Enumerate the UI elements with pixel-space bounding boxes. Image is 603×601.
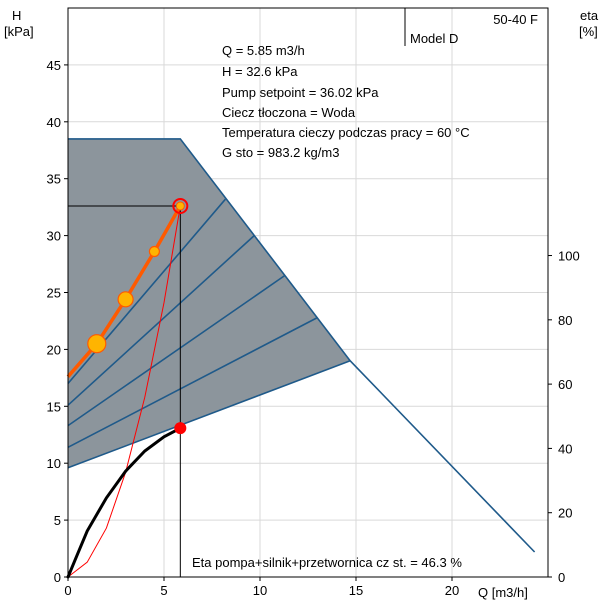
x-tick-label: 0 [64, 583, 71, 598]
y-left-tick-label: 35 [47, 172, 61, 187]
control-curve-marker [148, 245, 160, 258]
y-left-tick-label: 40 [47, 115, 61, 130]
info-line-temperature: Temperatura cieczy podczas pracy = 60 °C [222, 125, 470, 140]
y-left-tick-label: 45 [47, 58, 61, 73]
y-left-label: H [12, 8, 21, 23]
x-tick-label: 10 [253, 583, 267, 598]
y-right-unit: [%] [579, 24, 598, 39]
control-curve-marker [87, 334, 107, 354]
info-line-liquid: Ciecz tłoczona = Woda [222, 105, 356, 120]
info-line-density: G sto = 983.2 kg/m3 [222, 145, 339, 160]
info-line-setpoint: Pump setpoint = 36.02 kPa [222, 85, 379, 100]
y-left-unit: [kPa] [4, 24, 34, 39]
x-axis-label: Q [m3/h] [478, 585, 528, 600]
chart-title: 50-40 F [493, 12, 538, 27]
y-right-tick-label: 20 [558, 506, 572, 521]
operating-region-layer [68, 138, 351, 468]
curves-layer [66, 138, 536, 579]
y-right-tick-label: 0 [558, 570, 565, 585]
intermediate-speed-curve [67, 274, 286, 427]
y-left-tick-label: 10 [47, 456, 61, 471]
control-curve-marker [117, 291, 134, 308]
operating-point-ring [172, 198, 189, 215]
intermediate-speed-curve [67, 316, 318, 449]
x-tick-label: 5 [160, 583, 167, 598]
info-line-flow: Q = 5.85 m3/h [222, 43, 305, 58]
y-right-tick-label: 60 [558, 377, 572, 392]
info-box: Q = 5.85 m3/h H = 32.6 kPa Pump setpoint… [222, 43, 470, 160]
info-line-head: H = 32.6 kPa [222, 64, 298, 79]
y-right-label: eta [580, 8, 599, 23]
operating-point-marker [175, 201, 185, 211]
operating-region [68, 138, 351, 468]
model-label: Model D [410, 31, 458, 46]
y-left-tick-label: 5 [54, 513, 61, 528]
y-right-tick-label: 100 [558, 249, 580, 264]
y-left-tick-label: 30 [47, 229, 61, 244]
x-tick-label: 15 [349, 583, 363, 598]
x-tick-label: 20 [445, 583, 459, 598]
efficiency-curve [66, 426, 182, 579]
y-left-tick-label: 15 [47, 399, 61, 414]
max-speed-curve [68, 138, 536, 553]
intermediate-speed-curve [67, 235, 255, 406]
efficiency-point [174, 422, 187, 435]
y-right-tick-label: 40 [558, 441, 572, 456]
ticks-layer: 0 5 10 15 20 0 5 10 15 20 25 30 35 40 45 0 20 40 60 80 100 [47, 58, 580, 598]
y-right-tick-label: 80 [558, 313, 572, 328]
y-left-tick-label: 25 [47, 286, 61, 301]
y-left-tick-label: 20 [47, 342, 61, 357]
y-left-tick-label: 0 [54, 570, 61, 585]
min-speed-curve [67, 360, 351, 469]
efficiency-note: Eta pompa+silnik+przetwornica cz st. = 4… [192, 555, 462, 570]
